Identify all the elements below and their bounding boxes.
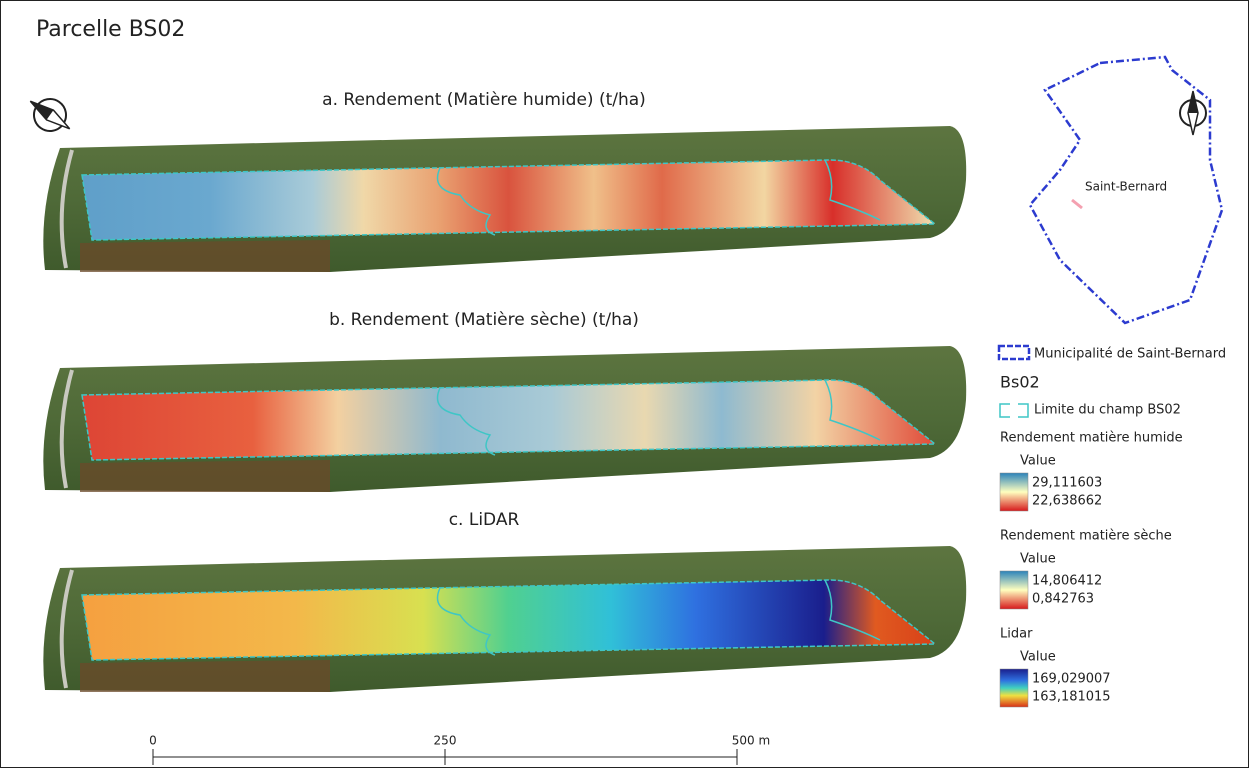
color-ramp — [1000, 669, 1028, 707]
color-ramp — [1000, 473, 1028, 511]
panels: a. Rendement (Matière humide) (t/ha) b. R… — [43, 90, 966, 692]
map-title: Parcelle BS02 — [36, 17, 185, 42]
scale-label: 500 m — [732, 734, 770, 748]
legend-entry: Municipalité de Saint-Bernard — [1034, 347, 1226, 362]
legend-layer: Lidar — [1000, 627, 1033, 642]
map-figure: Parcelle BS02 a. Rendement (Matière humi… — [0, 0, 1249, 768]
inset-label: Saint-Bernard — [1085, 180, 1167, 194]
forest — [80, 460, 330, 492]
panel-title: c. LiDAR — [449, 510, 520, 530]
legend-min: 0,842763 — [1032, 592, 1094, 607]
legend-entry: Limite du champ BS02 — [1034, 403, 1181, 418]
legend-sublabel: Value — [1020, 650, 1056, 665]
legend-max: 29,111603 — [1032, 476, 1102, 491]
legend-max: 169,029007 — [1032, 672, 1111, 687]
scale-label: 250 — [434, 734, 457, 748]
legend-sublabel: Value — [1020, 552, 1056, 567]
legend-min: 22,638662 — [1032, 494, 1102, 509]
legend-sublabel: Value — [1020, 454, 1056, 469]
legend-layer: Rendement matière sèche — [1000, 529, 1172, 544]
legend-layer: Rendement matière humide — [1000, 431, 1183, 446]
legend-min: 163,181015 — [1032, 690, 1111, 705]
panel-title: a. Rendement (Matière humide) (t/ha) — [322, 90, 646, 110]
color-ramp — [1000, 571, 1028, 609]
scale-label: 0 — [149, 734, 157, 748]
panel-title: b. Rendement (Matière sèche) (t/ha) — [329, 310, 639, 330]
forest — [80, 660, 330, 692]
legend-group: Bs02 — [1000, 373, 1040, 392]
legend-max: 14,806412 — [1032, 574, 1102, 589]
forest — [80, 240, 330, 272]
